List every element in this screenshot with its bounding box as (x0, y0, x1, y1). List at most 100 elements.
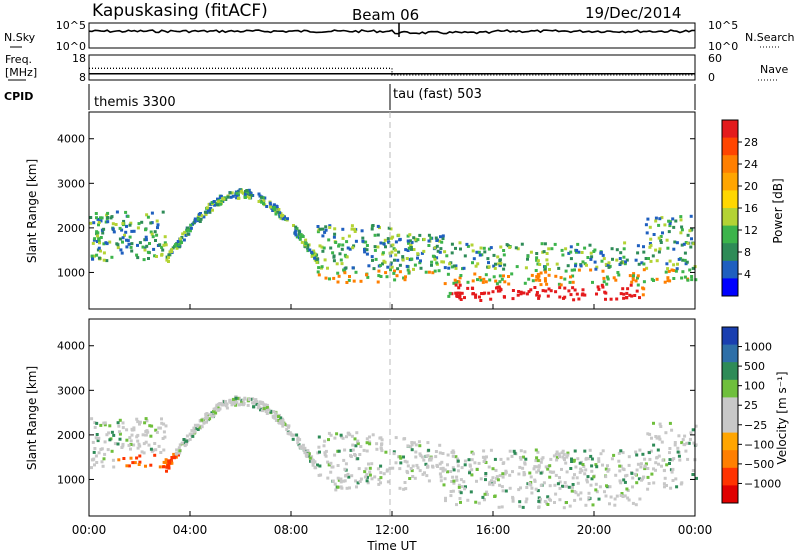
scatter-cell (430, 456, 434, 460)
scatter-cell (281, 424, 285, 428)
scatter-cell (132, 229, 136, 233)
ytick-label: 1000 (57, 473, 85, 486)
scatter-cell (230, 403, 234, 407)
scatter-cell (457, 483, 461, 487)
scatter-cell (438, 443, 442, 447)
scatter-cell (453, 278, 457, 282)
scatter-cell (603, 490, 606, 494)
scatter-cell (97, 451, 101, 455)
scatter-cell (508, 473, 512, 477)
scatter-cell (373, 245, 377, 249)
scatter-cell (562, 456, 566, 460)
scatter-cell (365, 441, 369, 445)
scatter-cell (137, 442, 141, 446)
scatter-cell (281, 217, 285, 221)
scatter-cell (370, 255, 374, 259)
scatter-cell (132, 443, 136, 447)
scatter-cell (422, 249, 426, 253)
scatter-cell (327, 238, 331, 242)
scatter-cell (561, 253, 565, 257)
scatter-cell (387, 226, 391, 230)
scatter-cell (524, 500, 528, 504)
scatter-cell (303, 451, 307, 455)
xtick-label: 04:00 (173, 523, 208, 537)
scatter-cell (396, 267, 400, 271)
scatter-cell (458, 276, 462, 280)
scatter-cell (247, 188, 251, 192)
scatter-cell (501, 475, 505, 479)
scatter-cell (535, 470, 539, 474)
scatter-cell (205, 416, 209, 419)
scatter-cell (450, 450, 454, 454)
scatter-cell (471, 261, 474, 265)
scatter-cell (622, 247, 626, 251)
scatter-cell (145, 419, 149, 423)
scatter-cell (431, 271, 435, 275)
scatter-cell (329, 433, 333, 437)
scatter-cell (474, 295, 478, 299)
scatter-cell (406, 249, 410, 252)
scatter-cell (616, 271, 620, 274)
scatter-cell (346, 431, 350, 435)
scatter-cell (414, 238, 418, 242)
scatter-cell (164, 461, 168, 465)
scatter-cell (94, 436, 98, 440)
scatter-cell (650, 472, 654, 476)
scatter-cell (666, 276, 670, 280)
scatter-cell (570, 489, 574, 493)
scatter-cell (591, 280, 594, 284)
scatter-cell (130, 428, 134, 432)
scatter-cell (606, 464, 609, 468)
scatter-cell (500, 505, 504, 509)
scatter-cell (557, 266, 561, 270)
scatter-cell (671, 217, 675, 221)
scatter-cell (130, 229, 134, 233)
scatter-cell (299, 234, 303, 238)
scatter-cell (544, 279, 547, 283)
scatter-cell (452, 481, 456, 485)
scatter-cell (443, 282, 447, 286)
scatter-cell (342, 458, 346, 462)
scatter-cell (200, 425, 204, 429)
scatter-cell (664, 431, 668, 435)
scatter-cell (135, 253, 139, 257)
scatter-cell (535, 456, 539, 460)
scatter-cell (463, 487, 467, 491)
scatter-cell (146, 250, 150, 254)
scatter-cell (215, 203, 219, 207)
colorbar-tick-label: 12 (744, 224, 758, 237)
scatter-cell (249, 191, 253, 195)
scatter-cell (442, 483, 446, 487)
scatter-cell (534, 278, 538, 282)
scatter-cell (686, 233, 690, 237)
scatter-cell (331, 251, 335, 255)
scatter-cell (346, 472, 350, 476)
scatter-cell (125, 428, 129, 432)
scatter-cell (150, 211, 154, 215)
nsky-label: N.Sky (4, 31, 36, 44)
scatter-cell (549, 289, 553, 293)
scatter-cell (590, 464, 594, 468)
scatter-cell (525, 497, 529, 501)
scatter-cell (105, 213, 109, 217)
scatter-cell (558, 295, 562, 299)
scatter-cell (441, 452, 445, 455)
scatter-cell (558, 476, 561, 480)
scatter-cell (654, 219, 658, 223)
scatter-cell (631, 278, 635, 282)
scatter-cell (491, 290, 495, 294)
scatter-cell (479, 246, 483, 250)
scatter-cell (635, 481, 639, 485)
scatter-cell (129, 447, 132, 451)
scatter-cell (539, 483, 543, 487)
scatter-cell (160, 245, 164, 249)
scatter-cell (90, 417, 94, 421)
scatter-cell (294, 228, 298, 232)
scatter-cell (478, 276, 482, 279)
scatter-cell (155, 255, 158, 258)
scatter-cell (511, 289, 515, 292)
scatter-cell (667, 269, 671, 273)
scatter-cell (278, 211, 282, 215)
